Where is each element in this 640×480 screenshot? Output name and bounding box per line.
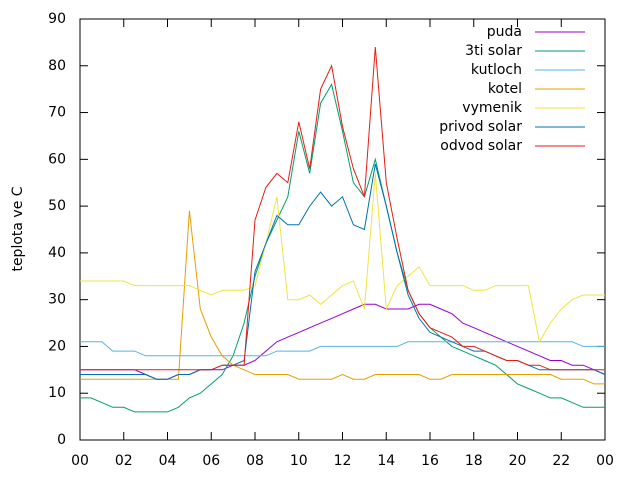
series-line bbox=[80, 83, 605, 413]
x-tick-label: 18 bbox=[465, 453, 483, 469]
series-line bbox=[80, 210, 605, 385]
legend-label: vymenik bbox=[462, 100, 523, 116]
series-line bbox=[80, 47, 605, 371]
x-tick-label: 04 bbox=[159, 453, 177, 469]
legend-label: kutloch bbox=[471, 62, 522, 78]
y-tick-label: 10 bbox=[48, 385, 66, 401]
y-axis-label: teplota ve C bbox=[10, 186, 26, 271]
x-tick-label: 08 bbox=[246, 453, 264, 469]
x-tick-label: 12 bbox=[334, 453, 352, 469]
y-tick-label: 60 bbox=[48, 151, 66, 167]
y-tick-label: 80 bbox=[48, 58, 66, 74]
y-tick-label: 70 bbox=[48, 105, 66, 121]
y-tick-label: 0 bbox=[57, 432, 66, 448]
y-tick-label: 90 bbox=[48, 11, 66, 27]
legend-label: kotel bbox=[488, 81, 522, 97]
x-tick-label: 10 bbox=[290, 453, 308, 469]
y-tick-label: 50 bbox=[48, 198, 66, 214]
y-tick-label: 40 bbox=[48, 245, 66, 261]
x-tick-label: 22 bbox=[552, 453, 570, 469]
y-tick-label: 30 bbox=[48, 292, 66, 308]
x-tick-label: 16 bbox=[421, 453, 439, 469]
series-line bbox=[80, 173, 605, 344]
x-tick-label: 00 bbox=[596, 453, 614, 469]
plot-border bbox=[79, 18, 606, 441]
series-line bbox=[80, 341, 605, 357]
x-tick-label: 20 bbox=[509, 453, 527, 469]
x-tick-label: 14 bbox=[377, 453, 395, 469]
x-tick-label: 06 bbox=[202, 453, 220, 469]
legend-label: odvod solar bbox=[440, 138, 522, 154]
series-line bbox=[80, 163, 606, 380]
y-tick-label: 20 bbox=[48, 338, 66, 354]
legend-label: privod solar bbox=[439, 119, 522, 135]
legend-label: 3ti solar bbox=[465, 43, 522, 59]
x-tick-label: 02 bbox=[115, 453, 133, 469]
x-tick-label: 00 bbox=[71, 453, 89, 469]
legend-label: puda bbox=[487, 24, 522, 40]
